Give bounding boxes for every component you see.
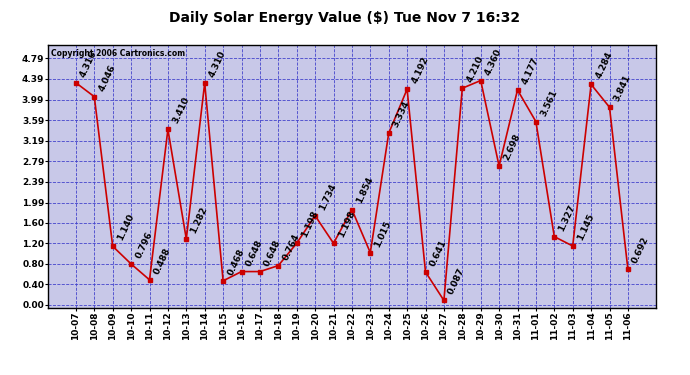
Text: 0.087: 0.087 [446, 267, 466, 296]
Text: 1.327: 1.327 [557, 203, 578, 232]
Text: 0.692: 0.692 [631, 236, 651, 265]
Text: 0.641: 0.641 [428, 238, 448, 268]
Text: 1.282: 1.282 [189, 205, 209, 235]
Text: 3.561: 3.561 [539, 88, 559, 117]
Text: Daily Solar Energy Value ($) Tue Nov 7 16:32: Daily Solar Energy Value ($) Tue Nov 7 1… [170, 11, 520, 25]
Text: 1.198: 1.198 [336, 210, 357, 239]
Text: 0.796: 0.796 [134, 230, 154, 260]
Text: 1.198: 1.198 [299, 210, 319, 239]
Text: 3.334: 3.334 [391, 99, 412, 129]
Text: 4.316: 4.316 [79, 49, 99, 79]
Text: 1.015: 1.015 [373, 219, 393, 249]
Text: 1.140: 1.140 [115, 213, 136, 242]
Text: 4.192: 4.192 [410, 55, 430, 85]
Text: 1.854: 1.854 [355, 176, 375, 206]
Text: 0.488: 0.488 [152, 246, 172, 276]
Text: 4.284: 4.284 [594, 51, 614, 80]
Text: 0.648: 0.648 [263, 238, 283, 267]
Text: 4.310: 4.310 [208, 50, 228, 79]
Text: 4.360: 4.360 [484, 47, 504, 76]
Text: 0.468: 0.468 [226, 247, 246, 277]
Text: Copyright 2006 Cartronics.com: Copyright 2006 Cartronics.com [51, 49, 186, 58]
Text: 4.046: 4.046 [97, 63, 117, 93]
Text: 0.648: 0.648 [244, 238, 264, 267]
Text: 3.841: 3.841 [612, 74, 633, 103]
Text: 2.698: 2.698 [502, 132, 522, 162]
Text: 3.410: 3.410 [170, 96, 191, 125]
Text: 1.145: 1.145 [575, 212, 595, 242]
Text: 1.734: 1.734 [318, 182, 338, 212]
Text: 4.210: 4.210 [465, 54, 485, 84]
Text: 4.177: 4.177 [520, 56, 540, 86]
Text: 0.764: 0.764 [281, 232, 302, 261]
